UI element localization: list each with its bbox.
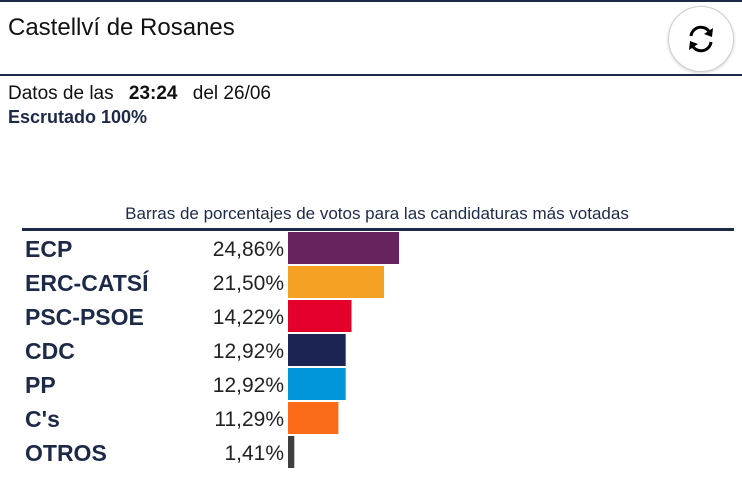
timestamp-prefix: Datos de las xyxy=(8,83,114,104)
party-label: ECP xyxy=(25,236,72,262)
party-label: ERC-CATSÍ xyxy=(25,269,149,296)
vote-bar xyxy=(288,266,384,298)
vote-bar xyxy=(288,402,339,434)
header-bar: Castellví de Rosanes xyxy=(0,0,742,76)
percentage-label: 21,50% xyxy=(213,272,284,295)
vote-bar xyxy=(288,300,352,332)
page-title: Castellví de Rosanes xyxy=(8,14,235,41)
party-label: CDC xyxy=(25,338,75,364)
vote-bar xyxy=(288,334,346,366)
percentage-label: 12,92% xyxy=(213,340,284,363)
vote-bar xyxy=(288,232,399,264)
percentage-label: 24,86% xyxy=(213,238,284,261)
party-label: PSC-PSOE xyxy=(25,304,144,330)
chart-divider xyxy=(22,228,734,231)
data-timestamp: Datos de las 23:24 del 26/06 xyxy=(8,83,271,105)
vote-bar xyxy=(288,436,295,468)
percentage-label: 11,29% xyxy=(214,408,284,431)
party-label: OTROS xyxy=(25,440,107,466)
timestamp-time: 23:24 xyxy=(128,83,178,104)
percentage-label: 14,22% xyxy=(213,306,284,329)
refresh-icon xyxy=(689,25,713,53)
refresh-button[interactable] xyxy=(668,6,734,72)
timestamp-date: del 26/06 xyxy=(192,83,271,104)
percentage-label: 1,41% xyxy=(224,442,284,465)
count-status: Escrutado 100% xyxy=(8,107,148,127)
percentage-label: 12,92% xyxy=(213,374,284,397)
party-label: PP xyxy=(25,372,56,398)
chart-title: Barras de porcentajes de votos para las … xyxy=(125,204,629,223)
party-label: C's xyxy=(25,406,60,432)
vote-bar xyxy=(288,368,346,400)
